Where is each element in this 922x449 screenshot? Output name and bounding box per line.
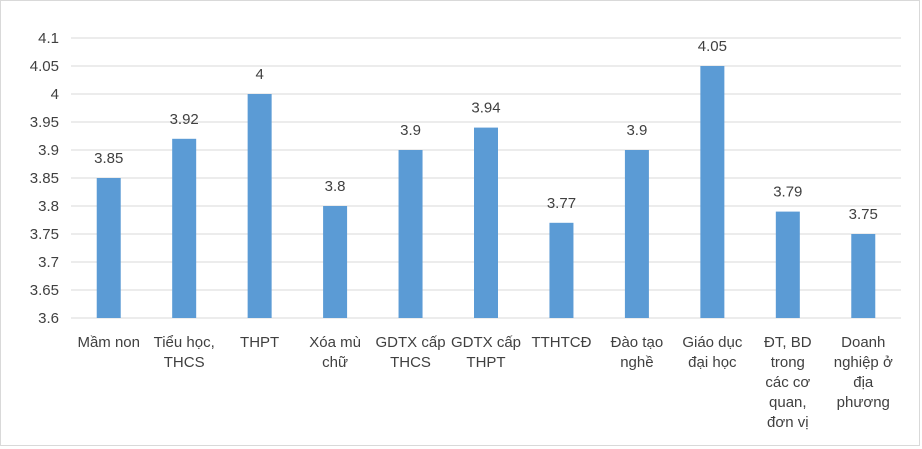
y-tick-label: 3.95: [30, 114, 59, 131]
category-label-line: đại học: [688, 354, 737, 371]
category-label-line: THCS: [390, 354, 431, 371]
bar: [474, 127, 498, 318]
bar: [96, 178, 121, 318]
category-label-line: TTHTCĐ: [531, 334, 591, 351]
bar: [323, 206, 348, 318]
data-labels: 3.85 3.92 4 3.8 3.9 3.94 3.77 3.9 4.05 3.79 3.75: [94, 38, 878, 223]
category-label: Giáo dục đại học: [682, 334, 743, 371]
category-label-line: GDTX cấp: [451, 334, 521, 351]
category-label-line: Mầm non: [77, 334, 140, 351]
data-label: 3.85: [94, 150, 123, 167]
category-label-line: quan,: [769, 394, 807, 411]
bar: [398, 150, 423, 318]
category-label-line: THPT: [240, 334, 279, 351]
data-label: 3.92: [170, 111, 199, 128]
category-label: GDTX cấp THPT: [451, 334, 521, 371]
category-label-line: trong: [771, 354, 805, 371]
y-tick-label: 3.8: [38, 198, 59, 215]
category-label: Tiểu học, THCS: [154, 334, 215, 371]
y-tick-label: 3.9: [38, 142, 59, 159]
category-label-line: GDTX cấp: [376, 334, 446, 351]
category-label: THPT: [240, 334, 279, 351]
data-label: 3.9: [400, 122, 421, 139]
bars: [96, 66, 876, 318]
category-labels: Mầm non Tiểu học, THCS THPT Xóa mù chữ GDTX cấ…: [77, 334, 892, 431]
category-label-line: Đào tạo: [611, 334, 664, 351]
y-tick-label: 3.7: [38, 254, 59, 271]
category-label-line: các cơ: [765, 374, 810, 391]
data-label: 3.8: [325, 178, 346, 195]
category-label: Doanh nghiệp ở địa phương: [834, 334, 893, 411]
bar: [247, 94, 272, 318]
category-label: Xóa mù chữ: [309, 334, 361, 371]
category-label-line: Doanh: [841, 334, 885, 351]
y-tick-label: 3.65: [30, 282, 59, 299]
category-label-line: ĐT, BD: [764, 334, 812, 351]
category-label: TTHTCĐ: [531, 334, 591, 351]
category-label: Mầm non: [77, 334, 140, 351]
category-label-line: Tiểu học,: [154, 334, 215, 351]
bar: [700, 66, 725, 318]
bar: [172, 138, 197, 318]
bar: [549, 222, 574, 318]
category-label-line: Giáo dục: [682, 334, 743, 351]
y-tick-label: 3.85: [30, 170, 59, 187]
y-tick-label: 3.75: [30, 226, 59, 243]
data-label: 4: [255, 66, 263, 83]
data-label: 3.94: [471, 100, 500, 117]
y-tick-label: 4.1: [38, 30, 59, 47]
data-label: 3.79: [773, 184, 802, 201]
category-label: ĐT, BD trong các cơ quan, đơn vị: [764, 334, 812, 431]
bar: [851, 234, 876, 318]
data-label: 3.77: [547, 195, 576, 212]
category-label-line: đơn vị: [767, 414, 809, 431]
category-label-line: THCS: [164, 354, 205, 371]
category-label-line: phương: [837, 394, 890, 411]
category-label-line: chữ: [322, 354, 348, 371]
bar: [775, 211, 800, 318]
y-tick-label: 3.6: [38, 310, 59, 327]
category-label-line: địa: [853, 374, 874, 391]
data-label: 4.05: [698, 38, 727, 55]
bar: [624, 150, 649, 318]
category-label-line: nghề: [620, 354, 653, 371]
data-label: 3.75: [849, 206, 878, 223]
category-label: GDTX cấp THCS: [376, 334, 446, 371]
y-axis-ticks: 3.6 3.65 3.7 3.75 3.8 3.85 3.9 3.95 4 4.05 4.1: [30, 30, 59, 327]
category-label: Đào tạo nghề: [611, 334, 664, 371]
y-tick-label: 4: [51, 86, 59, 103]
y-tick-label: 4.05: [30, 58, 59, 75]
data-label: 3.9: [626, 122, 647, 139]
category-label-line: Xóa mù: [309, 334, 361, 351]
category-label-line: nghiệp ở: [834, 354, 893, 371]
category-label-line: THPT: [466, 354, 505, 371]
